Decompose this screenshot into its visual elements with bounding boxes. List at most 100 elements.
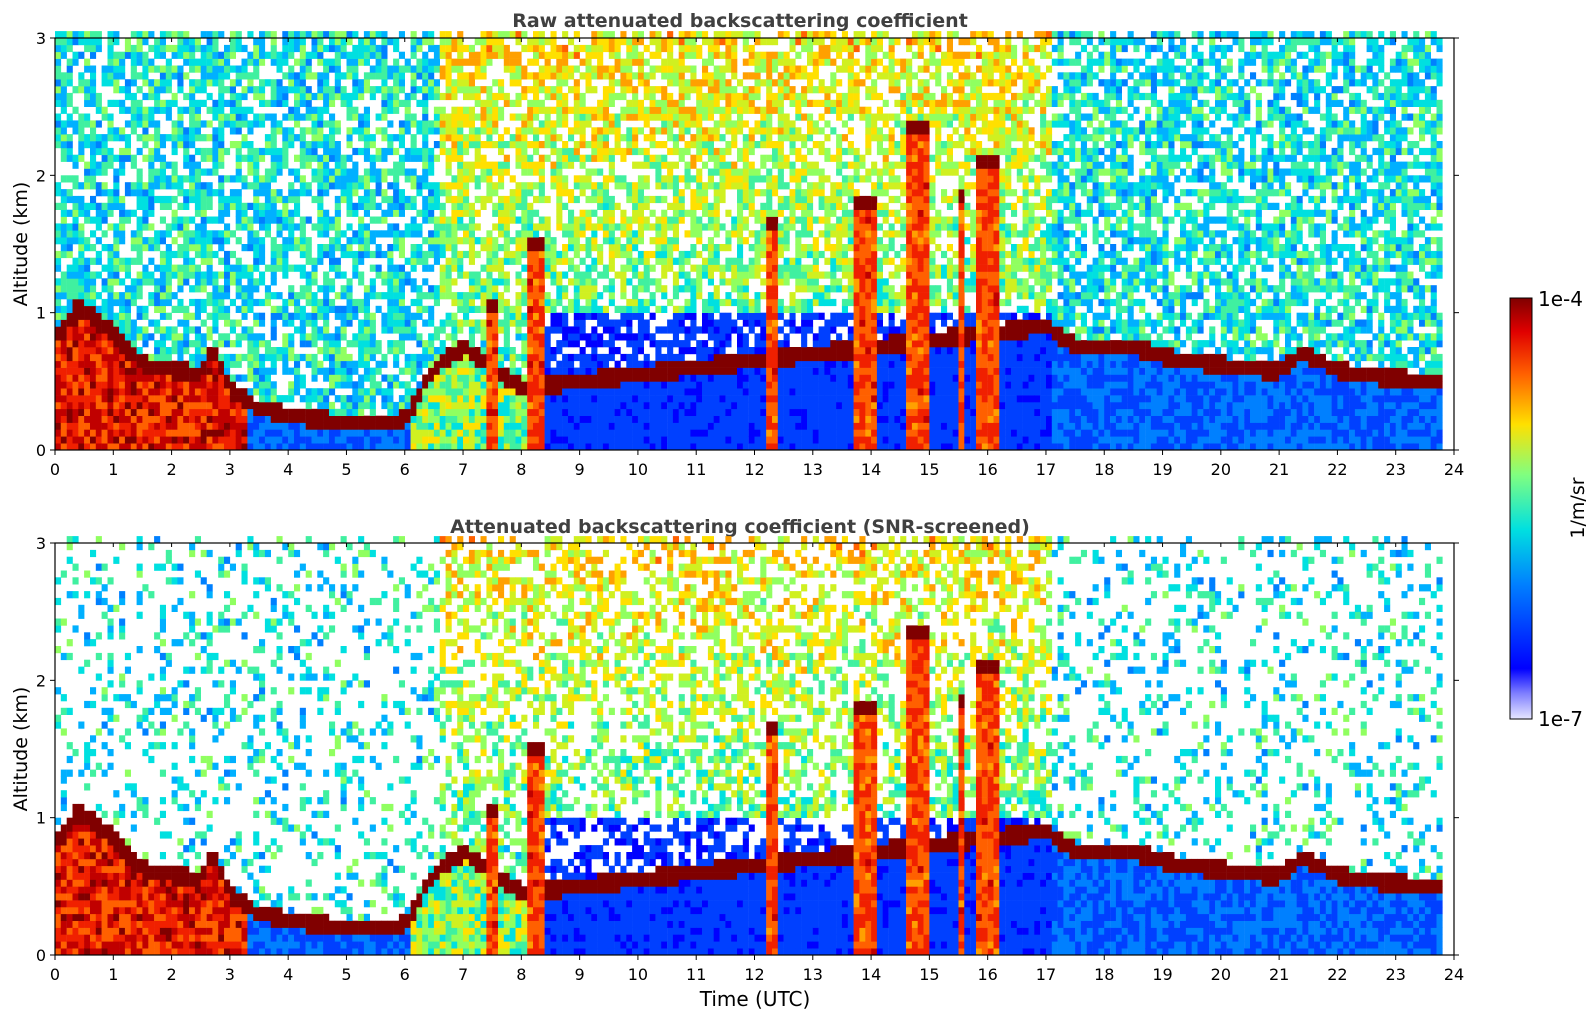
heatmap-cell [346,319,353,327]
heatmap-cell [363,175,370,183]
heatmap-cell [177,333,184,341]
heatmap-cell [329,182,336,190]
heatmap-cell [329,120,336,128]
heatmap-cell [515,38,522,46]
heatmap-cell [60,147,67,156]
heatmap-cell [614,374,621,382]
heatmap-cell [253,38,260,46]
heatmap-cell [66,230,73,238]
heatmap-cell [515,244,522,252]
heatmap-cell [509,237,516,245]
heatmap-cell [457,436,464,444]
heatmap-cell [66,141,73,149]
heatmap-cell [416,333,423,341]
heatmap-cell [136,244,143,252]
heatmap-cell [544,333,551,341]
heatmap-cell [264,353,271,362]
heatmap-cell [247,408,254,416]
heatmap-cell [299,381,306,389]
heatmap-cell [60,395,67,403]
heatmap-cell [433,360,440,368]
heatmap-cell [66,415,73,423]
heatmap-cell [159,381,166,389]
heatmap-cell [60,271,67,279]
heatmap-cell [294,120,301,128]
heatmap-cell [556,216,563,224]
heatmap-cell [410,257,417,265]
heatmap-cell [579,127,586,135]
heatmap-cell [264,134,271,142]
heatmap-cell [463,86,470,94]
heatmap-cell [667,51,674,59]
heatmap-cell [159,422,166,430]
heatmap-cell [299,395,306,403]
heatmap-cell [521,436,528,444]
heatmap-cell [299,51,306,59]
heatmap-cell [416,230,423,238]
heatmap-cell [294,422,301,430]
heatmap-cell [224,58,231,66]
heatmap-cell [550,271,557,279]
heatmap-cell [124,38,131,46]
heatmap-cell [451,141,458,149]
heatmap-cell [410,319,417,327]
heatmap-cell [381,134,388,142]
heatmap-cell [235,106,242,114]
heatmap-cell [667,347,674,355]
heatmap-cell [130,429,137,437]
heatmap-cell [678,353,685,362]
heatmap-cell [486,381,493,389]
heatmap-cell [439,31,446,39]
heatmap-cell [218,429,225,437]
heatmap-cell [585,278,592,286]
heatmap-cell [84,182,91,190]
heatmap-cell [329,58,336,66]
heatmap-cell [136,175,143,183]
heatmap-cell [206,408,213,416]
heatmap-cell [492,285,499,293]
heatmap-cell [352,58,359,66]
heatmap-cell [439,374,446,382]
heatmap-cell [556,106,563,114]
heatmap-cell [177,51,184,59]
heatmap-cell [620,92,627,101]
heatmap-cell [562,58,569,66]
heatmap-cell [229,395,236,403]
heatmap-cell [393,347,400,355]
heatmap-cell [305,429,312,437]
heatmap-cell [60,127,67,135]
heatmap-cell [311,360,318,368]
heatmap-cell [527,395,534,403]
heatmap-cell [358,353,365,362]
heatmap-cell [329,31,336,39]
heatmap-cell [264,429,271,437]
heatmap-cell [78,319,85,327]
heatmap-cell [317,422,324,430]
heatmap-cell [632,230,639,238]
heatmap-cell [229,319,236,327]
heatmap-cell [340,230,347,238]
heatmap-cell [538,333,545,341]
heatmap-cell [288,333,295,341]
heatmap-cell [550,168,557,176]
heatmap-cell [579,401,586,410]
heatmap-cell [433,408,440,416]
heatmap-cell [218,244,225,252]
heatmap-cell [352,230,359,238]
heatmap-cell [579,99,586,107]
heatmap-cell [486,51,493,59]
heatmap-cell [503,202,510,210]
heatmap-cell [369,367,376,375]
heatmap-cell [130,58,137,66]
heatmap-cell [573,298,580,307]
heatmap-cell [369,175,376,183]
heatmap-cell [597,141,604,149]
heatmap-cell [229,408,236,416]
heatmap-cell [212,58,219,66]
heatmap-cell [60,312,67,320]
heatmap-cell [101,154,108,162]
heatmap-cell [515,353,522,362]
heatmap-cell [433,326,440,334]
heatmap-cell [241,374,248,382]
